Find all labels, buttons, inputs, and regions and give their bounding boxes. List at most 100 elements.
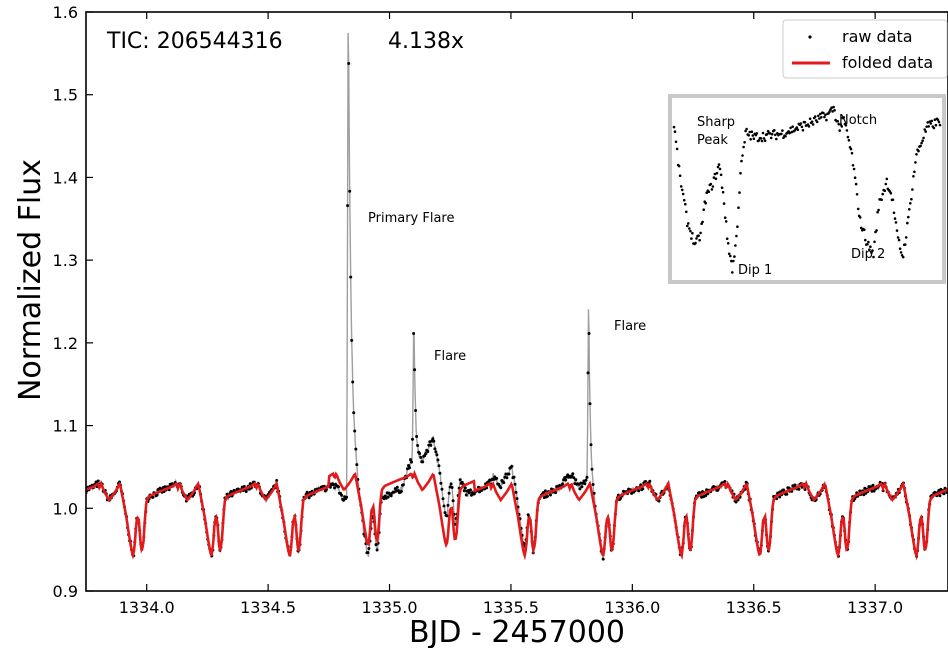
inset-data-point — [684, 202, 687, 206]
raw-data-point — [275, 479, 279, 482]
inset-data-point — [697, 234, 700, 237]
raw-data-point — [472, 492, 476, 496]
inset-data-point — [815, 120, 819, 124]
raw-data-point — [347, 62, 351, 65]
inset-peak-label: Peak — [697, 133, 728, 148]
inset-data-point — [930, 119, 934, 123]
inset-data-point — [875, 229, 878, 232]
inset-data-point — [866, 243, 869, 246]
inset-data-point — [681, 192, 685, 196]
inset-data-point — [719, 173, 723, 177]
inset-data-point — [867, 240, 870, 244]
raw-data-point — [449, 482, 453, 486]
raw-data-point — [451, 499, 455, 503]
raw-data-point — [591, 483, 595, 486]
inset-data-point — [846, 135, 850, 139]
inset-data-point — [737, 206, 740, 209]
inset-data-point — [859, 226, 863, 230]
inset-data-point — [831, 110, 834, 113]
raw-data-point — [401, 483, 405, 487]
inset-dip1-label: Dip 1 — [738, 263, 772, 278]
raw-data-point — [570, 474, 574, 478]
x-tick-label: 1334.0 — [119, 598, 175, 617]
inset-data-point — [740, 159, 743, 163]
raw-data-point — [782, 488, 786, 492]
inset-data-point — [896, 236, 900, 239]
raw-data-point — [561, 482, 565, 486]
inset-data-point — [774, 133, 777, 137]
inset-data-point — [701, 220, 704, 224]
inset-data-point — [751, 134, 755, 137]
inset-data-point — [748, 130, 751, 134]
inset-notch-label: Notch — [839, 113, 877, 128]
raw-data-point — [307, 496, 311, 500]
raw-data-point — [495, 476, 499, 480]
inset-data-point — [680, 188, 684, 192]
inset-data-point — [934, 123, 938, 127]
inset-data-point — [773, 129, 776, 132]
raw-data-point — [395, 485, 399, 489]
raw-data-point — [340, 493, 344, 497]
inset-data-point — [933, 118, 937, 121]
raw-data-point — [375, 548, 379, 552]
raw-data-point — [601, 557, 605, 561]
raw-data-point — [389, 494, 393, 498]
inset-data-point — [729, 254, 732, 258]
inset-data-point — [801, 128, 805, 132]
inset-data-point — [730, 259, 733, 263]
raw-data-point — [504, 472, 508, 476]
inset-data-point — [856, 207, 860, 211]
axes-frame — [85, 11, 948, 592]
inset-phase-curve — [672, 105, 942, 274]
inset-data-point — [674, 140, 678, 144]
inset-data-point — [872, 255, 875, 259]
raw-data-point — [414, 409, 418, 412]
raw-data-point — [571, 472, 575, 476]
inset-data-point — [833, 109, 836, 112]
inset-dip2-label: Dip 2 — [851, 247, 885, 262]
inset-data-point — [925, 125, 928, 128]
raw-data-point — [442, 504, 446, 508]
raw-data-point — [785, 492, 789, 496]
inset-data-point — [876, 210, 879, 214]
raw-data-point — [585, 475, 589, 479]
inset-data-point — [752, 137, 756, 140]
inset-data-point — [837, 122, 840, 126]
raw-data-point — [507, 472, 511, 476]
inset-data-point — [722, 202, 726, 205]
raw-data-point — [244, 490, 248, 493]
raw-data-point — [587, 332, 591, 335]
inset-data-point — [689, 229, 692, 233]
inset-data-point — [677, 164, 681, 168]
inset-data-point — [723, 216, 727, 219]
inset-data-point — [678, 174, 682, 177]
raw-data-point — [419, 455, 423, 459]
inset-data-point — [850, 151, 854, 155]
inset-data-point — [695, 237, 698, 240]
raw-data-point — [366, 551, 370, 555]
inset-data-point — [855, 193, 859, 196]
raw-data-point — [446, 503, 450, 507]
inset-data-point — [705, 191, 708, 194]
inset-data-point — [735, 234, 738, 238]
inset-data-point — [889, 192, 893, 195]
inset-data-point — [726, 242, 730, 245]
inset-data-point — [819, 112, 822, 116]
raw-data-point — [586, 371, 590, 375]
inset-data-point — [899, 251, 903, 254]
inset-data-point — [755, 132, 759, 135]
inset-data-point — [796, 128, 800, 131]
legend-folded-label: folded data — [842, 53, 933, 72]
x-tick-label: 1335.5 — [483, 598, 539, 617]
raw-data-point — [439, 481, 443, 485]
raw-data-point — [637, 489, 641, 493]
raw-data-point — [514, 490, 518, 494]
inset-data-point — [782, 136, 785, 139]
raw-data-point — [416, 444, 420, 447]
inset-data-point — [704, 201, 707, 205]
raw-data-point — [497, 482, 501, 486]
inset-data-point — [926, 121, 929, 124]
x-tick-label: 1335.0 — [362, 598, 418, 617]
raw-data-point — [648, 479, 652, 483]
inset-data-point — [893, 217, 897, 220]
